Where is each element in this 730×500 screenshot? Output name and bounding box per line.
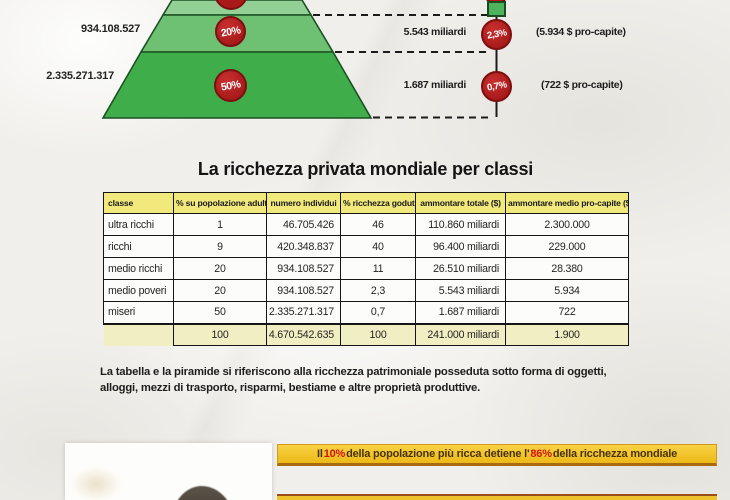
- cell-classe: medio ricchi: [103, 257, 174, 280]
- cell-pct-popolazione: 20: [173, 279, 267, 302]
- photo-person-head: [171, 486, 235, 500]
- wealth-amount-miseri: 1.687 miliardi: [403, 79, 467, 91]
- per-capita-medio-poveri: (5.934 $ pro-capite): [536, 26, 626, 38]
- cell-pct-popolazione: 1: [173, 213, 267, 236]
- population-label-50: 2.335.271.317: [46, 70, 114, 82]
- cell-classe: miseri: [103, 301, 174, 324]
- cell-total-numero-individui: 4.670.542.635: [266, 322, 341, 346]
- cell-total-pct-ricchezza: 100: [340, 322, 416, 346]
- cell-numero-individui: 934.108.527: [266, 257, 341, 280]
- population-percent-50: 50%: [219, 77, 242, 94]
- cell-numero-individui: 420.348.837: [266, 235, 341, 258]
- banner-prefix: Il: [316, 448, 323, 460]
- cell-ammontare-totale: 110.860 miliardi: [415, 213, 506, 236]
- col-header-numero-individui: numero individui: [266, 192, 341, 214]
- population-label-20: 934.108.527: [81, 23, 140, 35]
- cell-classe: ultra ricchi: [103, 213, 174, 236]
- col-header-ammontare-medio: ammontare medio pro-capite ($): [505, 192, 629, 214]
- table-row: ricchi 9 420.348.837 40 96.400 miliardi …: [103, 235, 629, 258]
- cell-ammontare-medio: 28.380: [505, 257, 629, 280]
- wealth-pyramid-graphic: [101, 0, 506, 119]
- table-row: ultra ricchi 1 46.705.426 46 110.860 mil…: [103, 213, 629, 236]
- cell-numero-individui: 46.705.426: [266, 213, 341, 236]
- cell-total-ammontare-medio: 1.900: [505, 322, 629, 346]
- cell-classe: medio poveri: [103, 279, 174, 302]
- wealth-table: classe % su popolazione adulta numero in…: [103, 192, 629, 346]
- col-header-pct-ricchezza: % ricchezza goduta: [340, 192, 416, 214]
- cell-ammontare-totale: 26.510 miliardi: [415, 257, 506, 280]
- wealth-percent-badge-medio-poveri: 2,3%: [481, 19, 512, 50]
- cell-total-empty: [103, 322, 174, 346]
- banner-suffix: della ricchezza mondiale: [552, 448, 678, 460]
- table-row: medio poveri 20 934.108.527 2,3 5.543 mi…: [103, 279, 629, 302]
- cell-pct-ricchezza: 46: [340, 213, 416, 236]
- note-text: La tabella e la piramide si riferiscono …: [100, 366, 607, 395]
- per-capita-miseri: (722 $ pro-capite): [541, 79, 623, 91]
- cell-numero-individui: 2.335.271.317: [266, 301, 341, 324]
- cell-pct-ricchezza: 2,3: [340, 279, 416, 302]
- cell-pct-popolazione: 50: [173, 301, 267, 324]
- cell-pct-ricchezza: 0,7: [340, 301, 416, 324]
- scale-marker-square: [487, 1, 506, 17]
- table-total-row: 100 4.670.542.635 100 241.000 miliardi 1…: [103, 322, 629, 346]
- stat-banner: Il 10% della popolazione più ricca detie…: [277, 444, 717, 466]
- cell-total-pct-popolazione: 100: [173, 322, 267, 346]
- photo-thumbnail: [65, 443, 272, 500]
- wealth-percent-miseri: 0,7%: [485, 79, 508, 94]
- cell-ammontare-medio: 2.300.000: [505, 213, 629, 236]
- cell-pct-popolazione: 20: [173, 257, 267, 280]
- cell-pct-ricchezza: 11: [340, 257, 416, 280]
- cell-total-ammontare-totale: 241.000 miliardi: [415, 322, 506, 346]
- col-header-pct-popolazione: % su popolazione adulta: [173, 192, 267, 214]
- population-percent-badge-50: 50%: [214, 69, 247, 102]
- cropped-percent-circle: [215, 0, 247, 10]
- cell-ammontare-totale: 96.400 miliardi: [415, 235, 506, 258]
- cell-ammontare-totale: 1.687 miliardi: [415, 301, 506, 324]
- stat-banner-cropped: [277, 494, 717, 500]
- wealth-amount-medio-poveri: 5.543 miliardi: [403, 26, 467, 38]
- table-row: miseri 50 2.335.271.317 0,7 1.687 miliar…: [103, 301, 629, 324]
- col-header-ammontare-totale: ammontare totale ($): [415, 192, 506, 214]
- cell-ammontare-medio: 722: [505, 301, 629, 324]
- table-row: medio ricchi 20 934.108.527 11 26.510 mi…: [103, 257, 629, 280]
- banner-stat-86: 86%: [530, 448, 552, 460]
- cell-numero-individui: 934.108.527: [266, 279, 341, 302]
- banner-middle: della popolazione più ricca detiene l': [346, 448, 530, 460]
- col-header-classe: classe: [103, 192, 174, 214]
- photo-highlight-blob: [71, 467, 121, 500]
- wealth-percent-badge-miseri: 0,7%: [481, 71, 512, 102]
- cell-ammontare-totale: 5.543 miliardi: [415, 279, 506, 302]
- cell-ammontare-medio: 229.000: [505, 235, 629, 258]
- table-title: La ricchezza privata mondiale per classi: [197, 159, 534, 179]
- cell-pct-popolazione: 9: [173, 235, 267, 258]
- population-percent-badge-20: 20%: [215, 16, 246, 47]
- cell-classe: ricchi: [103, 235, 174, 258]
- cell-ammontare-medio: 5.934: [505, 279, 629, 302]
- cell-pct-ricchezza: 40: [340, 235, 416, 258]
- population-percent-20: 20%: [219, 23, 242, 40]
- table-header-row: classe % su popolazione adulta numero in…: [103, 192, 629, 214]
- wealth-percent-medio-poveri: 2,3%: [485, 27, 508, 42]
- banner-stat-10: 10%: [323, 448, 346, 460]
